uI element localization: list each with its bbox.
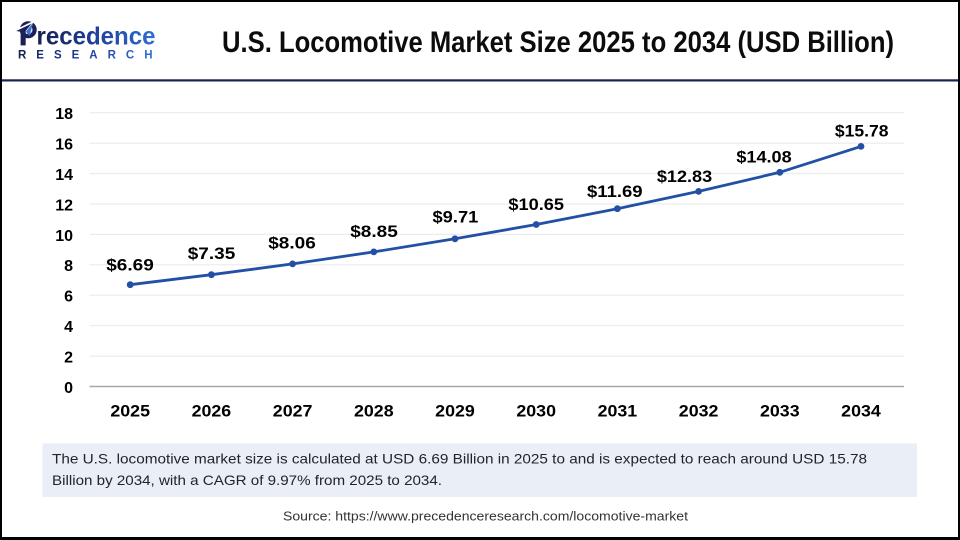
svg-text:$14.08: $14.08	[736, 147, 791, 166]
svg-text:Source: https://www.precedence: Source: https://www.precedenceresearch.c…	[283, 509, 688, 524]
svg-text:18: 18	[55, 106, 73, 123]
svg-text:12: 12	[55, 197, 73, 214]
svg-text:$6.69: $6.69	[106, 255, 154, 274]
svg-text:8: 8	[64, 258, 73, 275]
svg-text:$11.69: $11.69	[587, 182, 643, 201]
svg-text:2025: 2025	[110, 402, 150, 421]
svg-text:RESEARCH: RESEARCH	[18, 50, 153, 62]
svg-text:2034: 2034	[841, 402, 881, 421]
svg-text:2027: 2027	[273, 402, 313, 421]
svg-text:16: 16	[55, 137, 73, 154]
svg-text:2033: 2033	[760, 402, 800, 421]
svg-text:14: 14	[55, 167, 73, 184]
svg-text:The U.S. locomotive market siz: The U.S. locomotive market size is calcu…	[52, 450, 867, 466]
svg-text:2031: 2031	[598, 402, 638, 421]
svg-text:$10.65: $10.65	[508, 195, 564, 214]
svg-text:2: 2	[64, 350, 73, 367]
svg-text:$12.83: $12.83	[657, 167, 712, 186]
svg-text:2028: 2028	[354, 402, 394, 421]
svg-text:Billion by 2034, with a CAGR o: Billion by 2034, with a CAGR of 9.97% fr…	[52, 472, 442, 488]
svg-text:recedence: recedence	[37, 23, 156, 51]
svg-text:$7.35: $7.35	[188, 244, 236, 263]
svg-text:2030: 2030	[516, 402, 556, 421]
svg-text:U.S. Locomotive Market Size 20: U.S. Locomotive Market Size 2025 to 2034…	[222, 26, 894, 59]
svg-text:2032: 2032	[679, 402, 719, 421]
svg-text:2029: 2029	[435, 402, 475, 421]
svg-text:$9.71: $9.71	[433, 207, 479, 226]
svg-text:$15.78: $15.78	[835, 122, 889, 141]
svg-text:$8.06: $8.06	[268, 234, 316, 253]
svg-text:4: 4	[64, 319, 73, 336]
svg-text:10: 10	[55, 228, 73, 245]
svg-text:$8.85: $8.85	[350, 222, 398, 241]
svg-text:2026: 2026	[192, 402, 232, 421]
svg-text:6: 6	[64, 289, 73, 306]
svg-text:0: 0	[64, 380, 73, 397]
